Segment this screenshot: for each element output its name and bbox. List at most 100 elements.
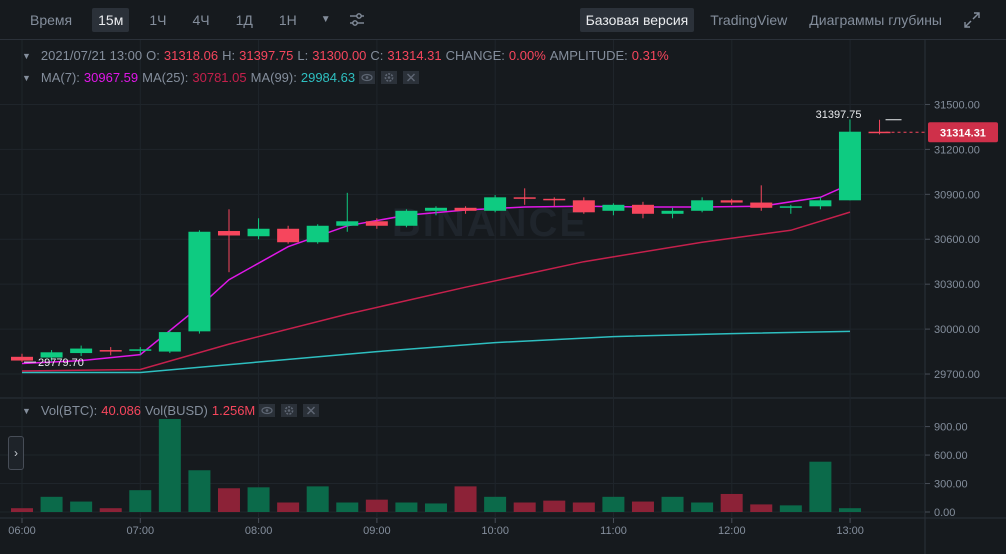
sidebar-expand-button[interactable]: › [8,436,24,470]
time-label[interactable]: Время [30,11,73,28]
volume-bar [336,502,359,512]
volume-bar [70,501,93,512]
volume-bar [750,504,773,512]
time-tick-label: 09:00 [363,525,391,537]
candle-body [779,206,802,208]
low-value: 31300.00 [312,48,367,63]
candle-body [691,200,714,211]
open-label: O: [146,48,160,63]
candle-body [484,197,507,211]
candle-body [868,131,891,134]
ma7-value: 30967.59 [83,70,139,85]
volume-bar [217,488,240,512]
time-tick-label: 10:00 [481,525,509,537]
volume-bar [631,501,654,512]
current-price-tag [928,122,998,143]
volume-visibility-icon[interactable] [259,404,276,417]
high-value: 31397.75 [239,48,294,63]
high-label: H: [222,48,236,63]
view-depth-chart[interactable]: Диаграммы глубины [809,11,942,28]
amplitude-value: 0.31% [631,48,669,63]
time-tick-label: 06:00 [8,525,36,537]
candle-body [661,210,684,214]
ohlc-datetime: 2021/07/21 13:00 [40,48,143,63]
interval-15m[interactable]: 15м [92,7,130,32]
interval-1d[interactable]: 1Д [235,11,253,28]
high-marker-label: 31397.75 [816,109,862,121]
candle-body [70,348,93,354]
volume-bar [158,419,181,512]
volume-bar [720,493,743,512]
interval-1h[interactable]: 1Ч [149,11,167,28]
ma25-label: MA(25): [142,70,189,85]
volume-bar [365,499,388,512]
ma-visibility-icon[interactable] [359,71,376,84]
change-value: 0.00% [508,48,546,63]
candle-body [158,332,181,352]
interval-1w[interactable]: 1Н [278,11,297,28]
volume-series [11,419,861,512]
volume-tick-label: 0.00 [934,507,955,519]
price-tick-label: 30900.00 [934,189,980,201]
candle-body [513,197,536,199]
ma-settings-icon[interactable] [381,71,398,84]
volume-bar [661,496,684,512]
candle-body [543,198,566,201]
volume-bar [306,486,329,512]
open-value: 31318.06 [163,48,219,63]
volume-bar [602,496,625,512]
price-tick-label: 30600.00 [934,234,980,246]
ma99-line [22,330,851,374]
ma-close-icon[interactable] [403,71,420,84]
change-label: CHANGE: [445,48,505,63]
volume-bar [454,486,477,512]
volume-bar [809,461,832,512]
volume-bar [572,502,595,512]
volume-tick-label: 600.00 [934,450,968,462]
ma-legend-toggle-icon[interactable]: ▼ [22,72,31,83]
volume-tick-label: 900.00 [934,422,968,434]
candle-body [809,200,832,207]
price-tick-label: 30000.00 [934,324,980,336]
candle-body [129,349,152,351]
candle-body [750,202,773,208]
price-tick-label: 31500.00 [934,99,980,111]
interval-dropdown-caret-icon[interactable]: ▼ [320,14,331,25]
indicator-settings-icon[interactable] [349,12,365,27]
low-marker-label: 29779.70 [38,357,84,369]
ma-legend: ▼ MA(7): 30967.59 MA(25): 30781.05 MA(99… [22,70,425,85]
candle-body [365,221,388,226]
volume-legend-toggle-icon[interactable]: ▼ [22,405,31,416]
candle-body [838,131,861,201]
price-tick-label: 30300.00 [934,279,980,291]
view-basic[interactable]: Базовая версия [579,7,695,32]
candle-body [720,200,743,203]
time-tick-label: 13:00 [836,525,864,537]
volume-bar [691,502,714,512]
volume-bar [99,508,122,512]
volume-settings-icon[interactable] [281,404,298,417]
volume-bar [543,500,566,512]
candle-body [277,228,300,243]
ma99-value: 29984.63 [300,70,356,85]
candle-body [217,231,240,236]
price-chart[interactable]: BINANCE 29700.0030000.0030300.0030600.00… [0,40,1006,554]
volume-bar [484,496,507,512]
volume-bar [838,508,861,512]
candle-body [247,228,270,237]
ohlc-legend: ▼ 2021/07/21 13:00 O: 31318.06 H: 31397.… [22,48,673,63]
low-label: L: [297,48,309,63]
ma99-label: MA(99): [250,70,297,85]
time-tick-label: 12:00 [718,525,746,537]
volume-bar [424,503,447,512]
vol-busd-label: Vol(BUSD) [145,403,208,418]
ohlc-legend-toggle-icon[interactable]: ▼ [22,50,31,61]
candle-body [11,356,33,361]
volume-bar [11,508,33,512]
candlestick-series [11,119,891,363]
interval-4h[interactable]: 4Ч [192,11,210,28]
expand-icon[interactable] [964,11,980,28]
volume-bar [129,490,152,512]
view-tradingview[interactable]: TradingView [710,11,788,28]
volume-close-icon[interactable] [303,404,320,417]
